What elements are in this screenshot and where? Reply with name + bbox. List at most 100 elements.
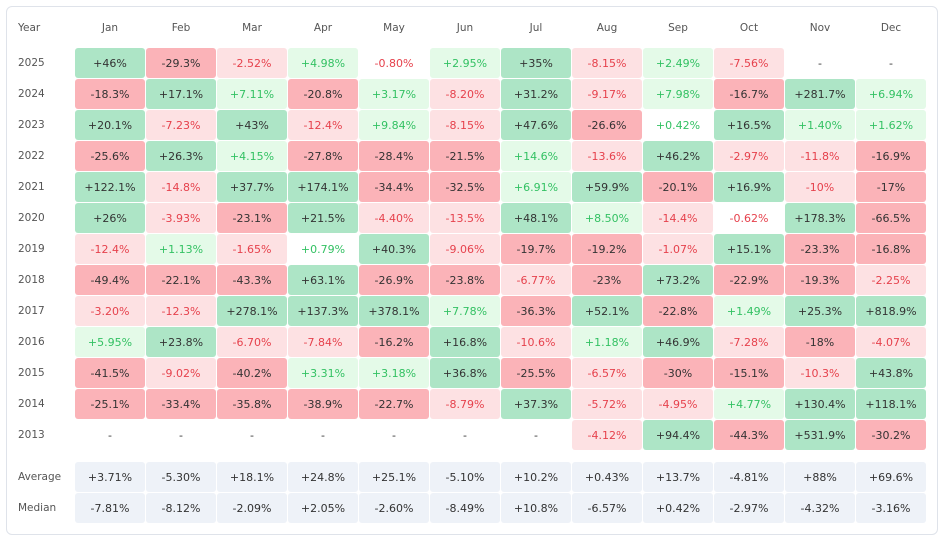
return-cell: +23.8% <box>146 327 216 357</box>
header-cell: Sep <box>668 22 688 34</box>
return-cell: -9.17% <box>572 79 642 109</box>
return-cell: -26.9% <box>359 265 429 295</box>
return-cell: -19.2% <box>572 234 642 264</box>
return-cell: -4.40% <box>359 203 429 233</box>
header-cell: May <box>383 22 405 34</box>
summary-cell: -2.60% <box>359 493 429 523</box>
summary-label: Average <box>18 471 62 483</box>
return-cell: -4.12% <box>572 420 642 450</box>
return-cell: +20.1% <box>75 110 145 140</box>
year-label: 2014 <box>18 398 45 410</box>
return-cell: -16.9% <box>856 141 926 171</box>
summary-cell: +24.8% <box>288 462 358 492</box>
return-cell: +278.1% <box>217 296 287 326</box>
return-cell: +15.1% <box>714 234 784 264</box>
return-cell: -27.8% <box>288 141 358 171</box>
summary-cell: +0.42% <box>643 493 713 523</box>
return-cell: -38.9% <box>288 389 358 419</box>
return-cell: +378.1% <box>359 296 429 326</box>
return-cell: - <box>179 428 183 442</box>
return-cell: -22.8% <box>643 296 713 326</box>
return-cell: -23.8% <box>430 265 500 295</box>
year-label: 2017 <box>18 305 45 317</box>
return-cell: -12.3% <box>146 296 216 326</box>
header-cell: Jun <box>456 22 474 34</box>
year-label: 2019 <box>18 243 45 255</box>
return-cell: +25.3% <box>785 296 855 326</box>
return-cell: -18.3% <box>75 79 145 109</box>
return-cell: -22.7% <box>359 389 429 419</box>
return-cell: -0.62% <box>729 211 769 225</box>
return-cell: +7.78% <box>430 296 500 326</box>
return-cell: +531.9% <box>785 420 855 450</box>
return-cell: -4.07% <box>856 327 926 357</box>
return-cell: +7.11% <box>217 79 287 109</box>
return-cell: +43.8% <box>856 358 926 388</box>
summary-cell: -5.30% <box>146 462 216 492</box>
year-label: 2018 <box>18 274 45 286</box>
return-cell: +6.91% <box>501 172 571 202</box>
return-cell: -32.5% <box>430 172 500 202</box>
return-cell: +8.50% <box>572 203 642 233</box>
header-cell: Oct <box>739 22 759 34</box>
return-cell: +46.9% <box>643 327 713 357</box>
return-cell: -36.3% <box>501 296 571 326</box>
summary-cell: +88% <box>785 462 855 492</box>
return-cell: -0.80% <box>374 56 414 70</box>
return-cell: +0.79% <box>300 242 346 256</box>
summary-cell: +3.71% <box>75 462 145 492</box>
header-cell: Apr <box>313 22 333 34</box>
return-cell: -23.1% <box>217 203 287 233</box>
return-cell: +818.9% <box>856 296 926 326</box>
return-cell: +59.9% <box>572 172 642 202</box>
return-cell: +26.3% <box>146 141 216 171</box>
return-cell: +26% <box>75 203 145 233</box>
return-cell: +122.1% <box>75 172 145 202</box>
return-cell: +16.8% <box>430 327 500 357</box>
return-cell: -10.6% <box>501 327 571 357</box>
return-cell: +118.1% <box>856 389 926 419</box>
summary-cell: +10.8% <box>501 493 571 523</box>
return-cell: -22.9% <box>714 265 784 295</box>
return-cell: -25.5% <box>501 358 571 388</box>
return-cell: -7.28% <box>714 327 784 357</box>
return-cell: -8.15% <box>430 110 500 140</box>
summary-label: Median <box>18 502 57 514</box>
return-cell: -7.56% <box>714 48 784 78</box>
return-cell: -23% <box>572 265 642 295</box>
return-cell: -7.84% <box>288 327 358 357</box>
return-cell: -35.8% <box>217 389 287 419</box>
return-cell: - <box>321 428 325 442</box>
return-cell: +178.3% <box>785 203 855 233</box>
returns-table: Year Jan Feb Mar Apr May Jun Jul Aug Sep Oct Nov Dec… <box>6 6 938 535</box>
return-cell: -18% <box>785 327 855 357</box>
return-cell: +174.1% <box>288 172 358 202</box>
summary-cell: +13.7% <box>643 462 713 492</box>
return-cell: -30% <box>643 358 713 388</box>
return-cell: -2.25% <box>856 265 926 295</box>
return-cell: - <box>818 56 822 70</box>
return-cell: +14.6% <box>501 141 571 171</box>
return-cell: -41.5% <box>75 358 145 388</box>
return-cell: +43% <box>217 110 287 140</box>
return-cell: -10% <box>785 172 855 202</box>
return-cell: +16.5% <box>714 110 784 140</box>
return-cell: -66.5% <box>856 203 926 233</box>
header-cell: Nov <box>809 22 831 34</box>
return-cell: -16.7% <box>714 79 784 109</box>
return-cell: -20.8% <box>288 79 358 109</box>
return-cell: - <box>250 428 254 442</box>
return-cell: -23.3% <box>785 234 855 264</box>
return-cell: +5.95% <box>75 327 145 357</box>
return-cell: -16.8% <box>856 234 926 264</box>
return-cell: +4.15% <box>217 141 287 171</box>
return-cell: -14.4% <box>643 203 713 233</box>
return-cell: -22.1% <box>146 265 216 295</box>
return-cell: +48.1% <box>501 203 571 233</box>
return-cell: -14.8% <box>146 172 216 202</box>
return-cell: +3.17% <box>359 79 429 109</box>
return-cell: -11.8% <box>785 141 855 171</box>
return-cell: +47.6% <box>501 110 571 140</box>
return-cell: -8.20% <box>430 79 500 109</box>
